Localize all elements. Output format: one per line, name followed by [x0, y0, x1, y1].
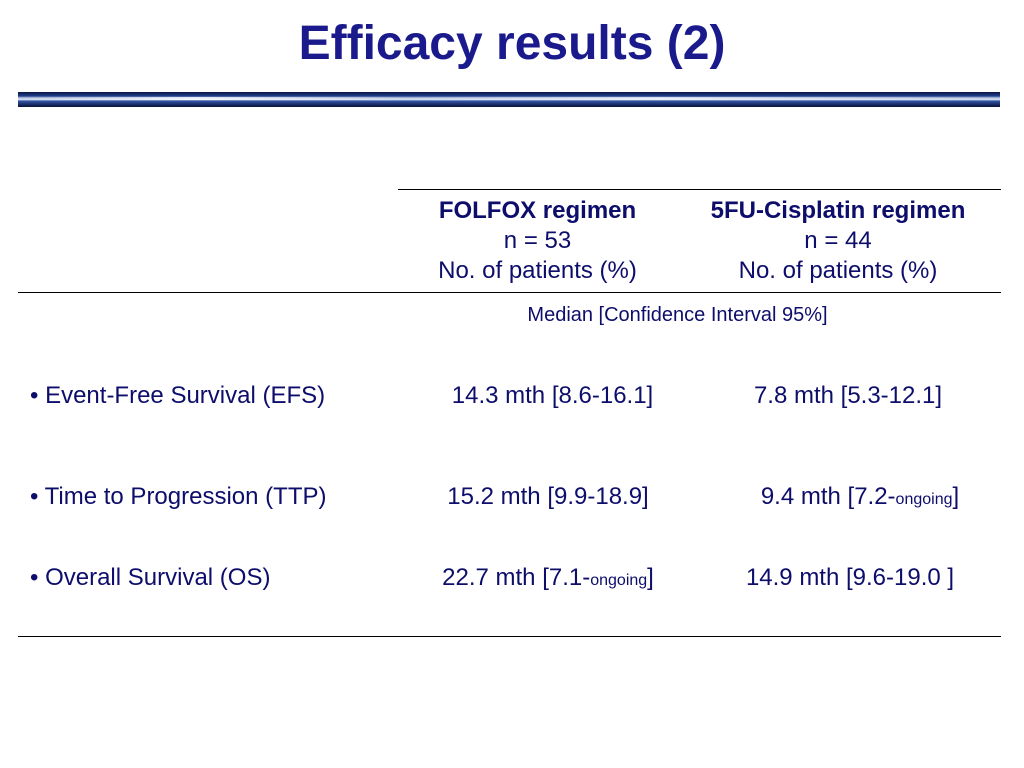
row-label-os: • Overall Survival (OS) — [30, 564, 271, 591]
ttp-folfox-value: 15.2 mth [9.9-18.9] — [447, 483, 649, 510]
cisplatin-n-label: n = 44 — [804, 227, 872, 254]
os-cisplatin-value: 14.9 mth [9.6-19.0 ] — [745, 564, 955, 591]
folfox-regimen-label: FOLFOX regimen — [438, 197, 637, 224]
header-divider-banner — [18, 92, 1000, 107]
efs-cisplatin-value: 7.8 mth [5.3-12.1] — [753, 382, 943, 409]
folfox-n-label: n = 53 — [503, 227, 572, 254]
table-bottom-rule — [18, 636, 1001, 637]
median-ci-caption: Median [Confidence Interval 95%] — [527, 304, 828, 326]
table-header-rule — [18, 292, 1001, 293]
row-label-efs: • Event-Free Survival (EFS) — [30, 382, 326, 409]
efs-folfox-value: 14.3 mth [8.6-16.1] — [451, 382, 654, 409]
os-folfox-value: 22.7 mth [7.1-ongoing] — [442, 564, 654, 591]
row-label-ttp: • Time to Progression (TTP) — [30, 483, 327, 510]
ttp-cisplatin-value: 9.4 mth [7.2-ongoing] — [760, 483, 960, 510]
folfox-unit-label: No. of patients (%) — [438, 257, 637, 284]
cisplatin-unit-label: No. of patients (%) — [738, 257, 938, 284]
cisplatin-regimen-label: 5FU-Cisplatin regimen — [710, 197, 966, 224]
slide-title: Efficacy results (2) — [298, 17, 726, 70]
table-top-rule-right — [398, 189, 1001, 190]
